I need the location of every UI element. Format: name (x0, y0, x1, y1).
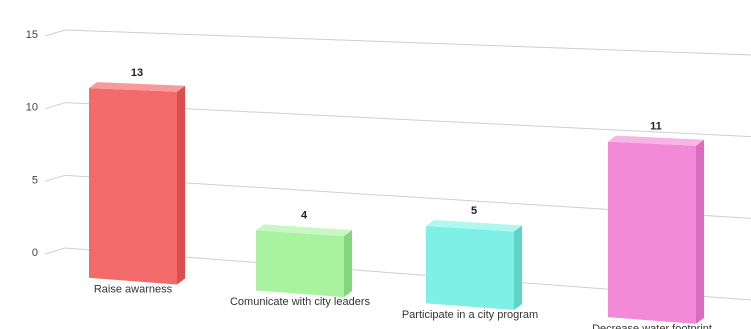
bar-front-2 (426, 225, 514, 311)
gridline-stub-5 (44, 174, 66, 182)
category-label-0: Raise awarness (94, 283, 173, 295)
bar-value-label-0: 13 (131, 67, 143, 79)
category-labels: Raise awarness Comunicate with city leade… (94, 283, 712, 329)
bar-value-label-2: 5 (471, 205, 477, 217)
y-axis-ticks: 0 5 10 15 (26, 29, 38, 259)
bar-value-label-3: 11 (650, 121, 662, 133)
bar-value-label-1: 4 (301, 209, 308, 221)
category-label-2: Participate in a city program (402, 309, 538, 321)
gridline-stub-0 (44, 247, 66, 255)
bar-side-0 (177, 85, 185, 285)
bar-top-0 (89, 82, 185, 92)
bar-side-2 (514, 225, 522, 311)
gridline-15 (64, 29, 751, 56)
bars: 13 4 5 11 (89, 67, 704, 324)
bar-side-1 (344, 230, 352, 298)
y-tick-label-15: 15 (26, 29, 38, 41)
bar-front-0 (89, 88, 177, 285)
category-label-1: Comunicate with city leaders (230, 296, 371, 308)
y-tick-label-5: 5 (32, 174, 38, 186)
bar-front-1 (256, 230, 344, 298)
category-label-3: Decrease water footprint (592, 323, 712, 329)
bar-side-3 (696, 139, 704, 324)
gridline-stub-15 (44, 29, 66, 37)
bar-front-3 (608, 141, 696, 324)
y-tick-label-10: 10 (26, 102, 38, 114)
bar-top-1 (256, 224, 352, 237)
y-tick-label-0: 0 (32, 247, 38, 259)
bar-top-3 (608, 135, 704, 146)
bar-top-2 (426, 219, 522, 232)
gridline-stub-10 (44, 102, 66, 110)
